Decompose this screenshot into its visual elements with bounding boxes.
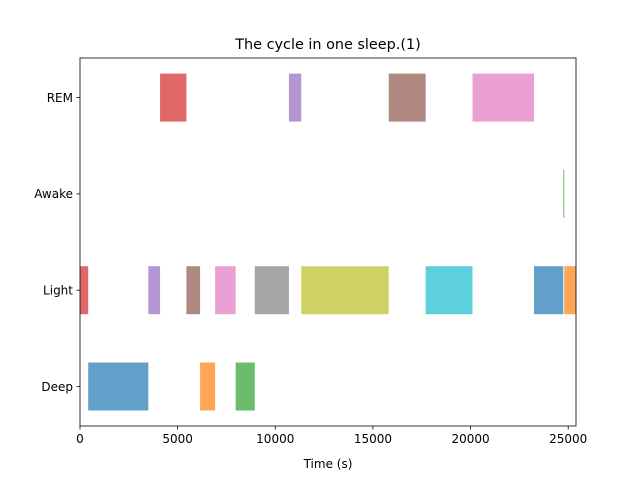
- x-tick-label: 5000: [162, 432, 193, 446]
- segment-bar-light-2: [148, 266, 161, 315]
- segment-bar-deep-1: [88, 362, 149, 411]
- segment-bars: [80, 73, 576, 411]
- segment-bar-light-12: [425, 266, 473, 315]
- segment-bar-light-16: [564, 266, 576, 315]
- segment-bar-light-10: [301, 266, 389, 315]
- segment-bar-rem-9: [288, 73, 302, 122]
- segment-bar-rem-11: [388, 73, 426, 122]
- chart-title: The cycle in one sleep.(1): [234, 37, 420, 53]
- segment-bar-rem-13: [472, 73, 535, 122]
- segment-bar-rem-3: [160, 73, 187, 122]
- x-axis-label: Time (s): [303, 457, 353, 471]
- segment-bar-light-14: [534, 266, 564, 315]
- segment-bar-deep-7: [235, 362, 255, 411]
- y-tick-label-awake: Awake: [34, 187, 73, 201]
- x-tick-label: 25000: [549, 432, 587, 446]
- x-tick-label: 15000: [354, 432, 392, 446]
- segment-bar-awake-15: [563, 169, 565, 218]
- x-tick-label: 20000: [451, 432, 489, 446]
- segment-bar-light-8: [254, 266, 289, 315]
- y-tick-label-deep: Deep: [41, 380, 73, 394]
- segment-bar-light-0: [80, 266, 89, 315]
- y-tick-label-light: Light: [43, 284, 73, 298]
- segment-bar-light-6: [215, 266, 236, 315]
- x-tick-label: 0: [76, 432, 84, 446]
- x-tick-label: 10000: [256, 432, 294, 446]
- x-axis-ticks: 0 5000 10000 15000 20000 25000: [76, 426, 587, 446]
- y-tick-label-rem: REM: [47, 91, 73, 105]
- plot-frame: [79, 57, 577, 427]
- y-axis-ticks: Deep Light Awake REM: [34, 91, 80, 394]
- segment-bar-deep-5: [200, 362, 216, 411]
- segment-bar-light-4: [186, 266, 201, 315]
